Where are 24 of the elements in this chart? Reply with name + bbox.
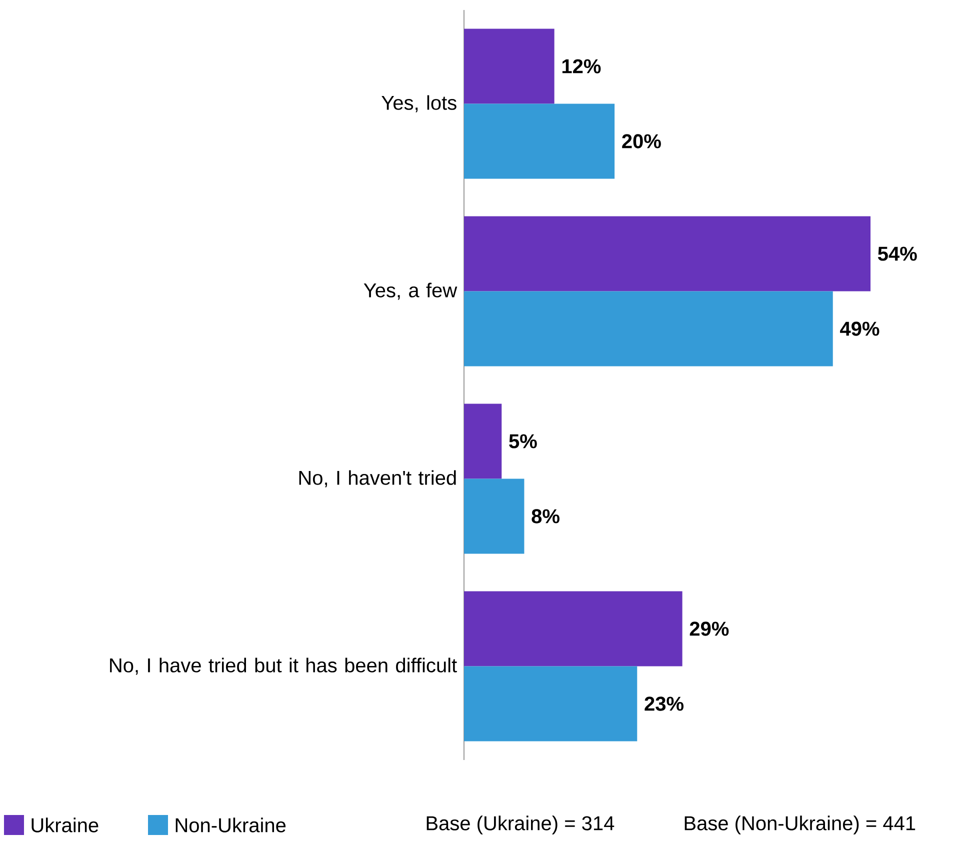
data-label: 49% [840,322,880,336]
bar [464,104,615,179]
data-label: 20% [622,134,661,148]
data-label: 54% [878,246,917,261]
text: Base (Non-Ukraine) = 441 [684,816,916,834]
y-tick-label: Yes, a few [364,282,458,300]
y-tick-label: No, I haven't tried [299,470,456,488]
legend-label: Non-Ukraine [176,818,286,832]
data-label: 8% [532,509,560,524]
bar [464,591,682,666]
legend-label: Ukraine [32,818,98,832]
y-tick-label: No, I have tried but it has been difficult [110,658,457,675]
bar [464,291,833,366]
text: Base (Ukraine) = 314 [426,816,614,834]
data-label: 23% [644,696,684,711]
data-label: 5% [509,434,537,448]
bar [464,28,554,104]
y-tick-label: Yes, lots [382,95,456,112]
data-label: 29% [690,622,729,636]
data-label: 12% [562,59,601,74]
bar [464,404,502,479]
bar [464,478,524,554]
bar [464,216,871,292]
bar [464,666,638,742]
